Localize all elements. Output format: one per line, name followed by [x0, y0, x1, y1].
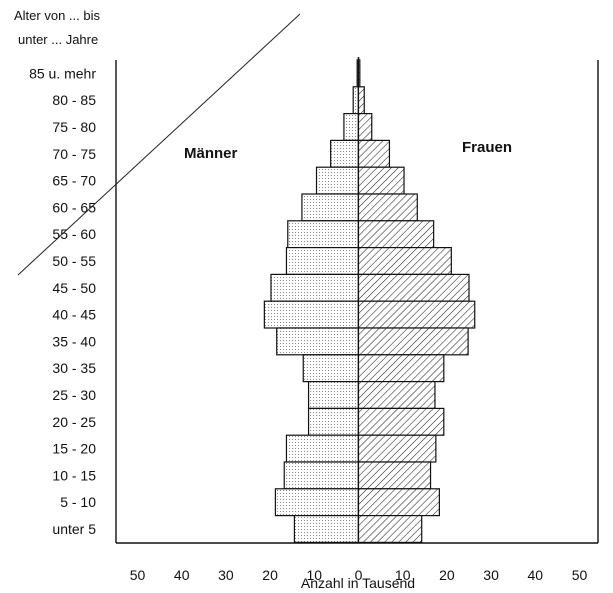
x-tick-right-3: 40 [528, 567, 544, 583]
age-axis-label-line1: Alter von ... bis [14, 8, 100, 23]
x-tick-right-2: 30 [483, 567, 499, 583]
series-label-frauen: Frauen [462, 139, 512, 156]
female-bars-group [357, 59, 476, 543]
age-label-4: 65 - 70 [52, 173, 96, 189]
age-label-7: 50 - 55 [52, 253, 96, 269]
age-label-17: unter 5 [52, 521, 96, 537]
bar-frauen-17 [357, 514, 423, 543]
age-label-15: 10 - 15 [52, 467, 96, 483]
x-tick-left-3: 20 [262, 567, 278, 583]
bar-frauen-15 [357, 461, 432, 490]
bar-maenner-3 [330, 139, 360, 168]
age-label-1: 80 - 85 [52, 92, 96, 108]
bar-maenner-5 [301, 193, 360, 222]
bar-maenner-7 [285, 247, 360, 276]
x-tick-left-1: 40 [174, 567, 190, 583]
bar-maenner-10 [276, 327, 360, 356]
bar-frauen-14 [357, 434, 437, 463]
x-tick-right-0: 10 [395, 567, 411, 583]
age-group-labels: 85 u. mehr 80 - 85 75 - 80 70 - 75 65 - 70 60… [29, 65, 96, 537]
age-label-12: 25 - 30 [52, 387, 96, 403]
x-axis-label: Anzahl in Tausend [301, 575, 415, 591]
age-label-6: 55 - 60 [52, 226, 96, 242]
bar-frauen-16 [357, 488, 440, 517]
series-label-maenner: Männer [184, 145, 238, 162]
x-tick-left-0: 50 [130, 567, 146, 583]
bar-maenner-17 [293, 514, 360, 543]
x-tick-right-4: 50 [572, 567, 588, 583]
bar-frauen-0 [357, 59, 361, 88]
age-label-14: 15 - 20 [52, 441, 96, 457]
age-label-11: 30 - 35 [52, 360, 96, 376]
male-bars-group [263, 57, 360, 543]
bar-frauen-12 [357, 381, 436, 410]
bar-frauen-4 [357, 166, 405, 195]
bar-frauen-5 [357, 193, 418, 222]
corner-diagonal-line [17, 13, 301, 276]
bar-frauen-9 [357, 300, 476, 329]
x-tick-left-5: 0 [355, 567, 363, 583]
bar-maenner-16 [274, 488, 360, 517]
bar-maenner-8 [270, 273, 360, 302]
age-label-10: 35 - 40 [52, 333, 96, 349]
bar-maenner-6 [287, 220, 360, 249]
bar-maenner-14 [285, 434, 360, 463]
bar-frauen-10 [357, 327, 469, 356]
bar-frauen-1 [357, 86, 365, 115]
bar-maenner-13 [307, 407, 360, 436]
bar-frauen-11 [357, 354, 445, 383]
x-tick-left-2: 30 [218, 567, 234, 583]
age-label-3: 70 - 75 [52, 146, 96, 162]
age-label-8: 45 - 50 [52, 280, 96, 296]
bar-maenner-9 [263, 300, 360, 329]
age-label-0: 85 u. mehr [29, 65, 96, 81]
bar-maenner-2 [343, 112, 360, 141]
bar-maenner-4 [315, 166, 360, 195]
x-tick-left-4: 10 [307, 567, 323, 583]
age-axis-label-line2: unter ... Jahre [18, 32, 98, 47]
age-label-16: 5 - 10 [60, 494, 96, 510]
age-label-5: 60 - 65 [52, 199, 96, 215]
bar-maenner-15 [283, 461, 360, 490]
bar-frauen-6 [357, 220, 435, 249]
x-tick-right-1: 20 [439, 567, 455, 583]
bar-frauen-2 [357, 112, 373, 141]
age-label-2: 75 - 80 [52, 119, 96, 135]
age-label-9: 40 - 45 [52, 307, 96, 323]
bar-maenner-11 [302, 354, 360, 383]
bar-frauen-7 [357, 247, 452, 276]
age-label-13: 20 - 25 [52, 414, 96, 430]
x-tick-labels: 50 40 30 20 10 0 10 20 30 40 50 [130, 567, 588, 583]
bar-frauen-13 [357, 407, 445, 436]
bar-maenner-12 [307, 381, 360, 410]
bar-frauen-8 [357, 273, 470, 302]
bar-frauen-3 [357, 139, 391, 168]
